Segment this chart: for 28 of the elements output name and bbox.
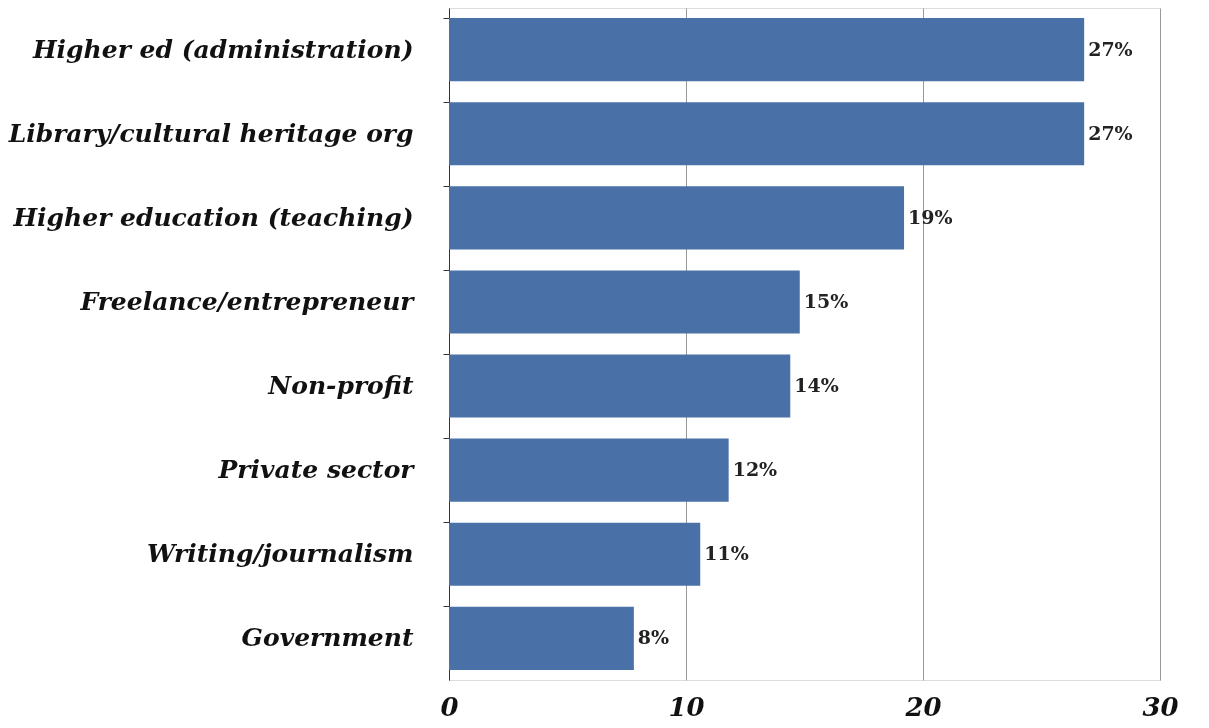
x-tick-label: 30 bbox=[1142, 691, 1179, 722]
y-tick-label: Government bbox=[241, 623, 414, 653]
x-tick-label: 0 bbox=[440, 691, 459, 722]
bar bbox=[449, 354, 791, 418]
data-label: 27% bbox=[1088, 121, 1133, 144]
bar bbox=[449, 270, 800, 334]
y-tick-label: Private sector bbox=[217, 455, 416, 485]
bar bbox=[449, 102, 1085, 166]
data-label: 11% bbox=[704, 542, 749, 565]
data-label: 8% bbox=[637, 626, 670, 649]
y-tick-label: Non-profit bbox=[267, 371, 414, 401]
bar bbox=[449, 18, 1085, 82]
y-tick-label: Higher education (teaching) bbox=[12, 202, 414, 232]
data-label: 27% bbox=[1088, 37, 1133, 60]
bar bbox=[449, 438, 729, 502]
data-label: 19% bbox=[908, 205, 953, 228]
bar bbox=[449, 186, 905, 250]
y-tick-label: Higher ed (administration) bbox=[32, 34, 414, 64]
data-label: 12% bbox=[732, 458, 778, 481]
x-tick-label: 20 bbox=[904, 691, 942, 722]
data-label: 15% bbox=[803, 289, 849, 312]
y-tick-label: Freelance/entrepreneur bbox=[79, 286, 416, 316]
y-tick-label: Writing/journalism bbox=[147, 539, 414, 569]
bar bbox=[449, 606, 634, 670]
data-label: 14% bbox=[794, 374, 839, 397]
bar bbox=[449, 522, 701, 586]
y-tick-label: Library/cultural heritage org bbox=[7, 118, 414, 148]
x-tick-label: 10 bbox=[668, 691, 705, 722]
